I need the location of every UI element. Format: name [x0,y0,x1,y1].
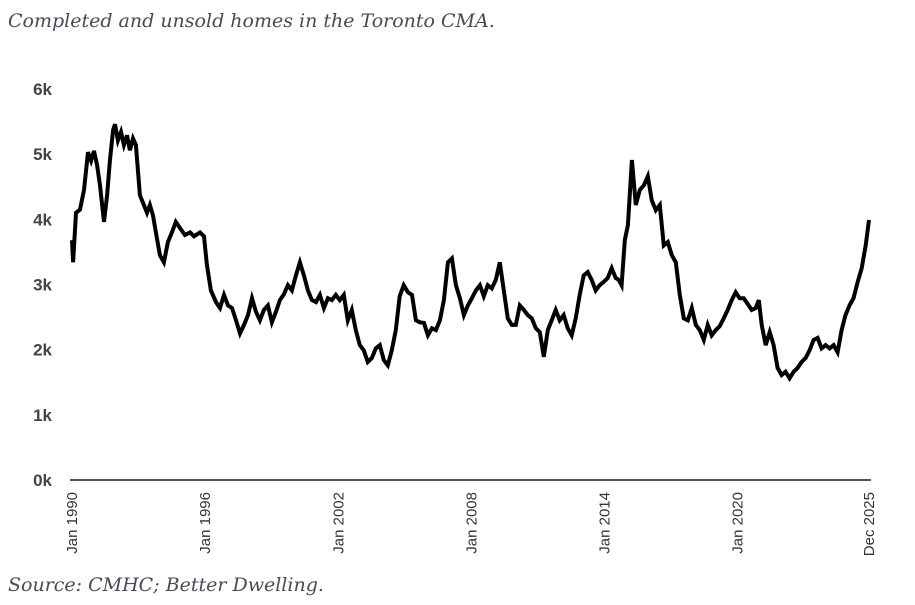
series-line-completed-unsold [70,123,871,383]
y-tick-label: 2k [33,341,52,360]
x-tick-label: Jan 2014 [597,492,614,554]
y-tick-label: 3k [33,276,52,295]
chart-title: Completed and unsold homes in the Toront… [8,10,495,32]
x-tick-label: Dec 2025 [861,492,878,556]
y-tick-label: 1k [33,406,52,425]
x-tick-label: Jan 1990 [64,492,81,554]
x-axis-ticks: Jan 1990 Jan 1996 Jan 2002 Jan 2008 Jan 2014… [64,492,878,556]
y-tick-label: 5k [33,145,52,164]
y-tick-label: 0k [33,471,52,490]
x-tick-label: Jan 2020 [730,492,747,554]
source-note: Source: CMHC; Better Dwelling. [8,574,324,596]
x-tick-label: Jan 2002 [330,492,347,554]
y-axis-ticks: 0k 1k 2k 3k 4k 5k 6k [33,80,52,490]
x-tick-label: Jan 2008 [463,492,480,554]
y-tick-label: 4k [33,210,52,229]
x-tick-label: Jan 1996 [197,492,214,554]
y-tick-label: 6k [33,80,52,99]
